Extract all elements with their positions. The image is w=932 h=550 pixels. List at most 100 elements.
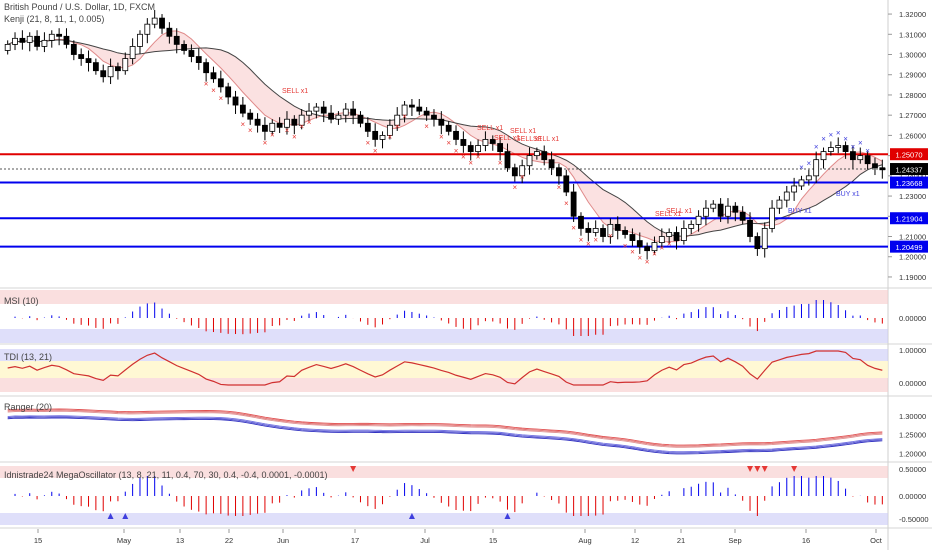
mega-buy-arrow [408,513,415,519]
symbol-title: British Pound / U.S. Dollar, 1D, FXCM [4,2,156,12]
tdi-line [7,350,883,386]
sell-marker: × [263,138,268,147]
mega-sell-arrow [761,466,768,472]
sell-marker: × [285,126,290,135]
candle-body [195,56,202,63]
candle-body [423,110,430,116]
candle-body [247,112,254,120]
buy-marker: × [836,129,841,138]
price-tick-label: 1.20000 [899,253,926,262]
ranger-band [7,408,883,446]
ranger-axis-label: 1.25000 [899,431,926,440]
candle-body [563,175,570,193]
mega-buy-arrow [122,513,129,519]
time-tick-label: 13 [176,536,184,545]
candle-body [166,27,173,37]
candle-body [879,167,886,171]
tdi-axis-bottom: 0.00000 [899,379,926,388]
sell-marker: × [586,239,591,248]
candle-body [372,130,379,140]
candle-body [203,62,210,74]
sell-signal-label: SELL x1 [494,135,520,142]
ribbon-cloud [7,30,883,242]
sell-marker: × [248,126,253,135]
candle-body [438,118,445,126]
price-tick-label: 1.19000 [899,273,926,282]
sell-marker: × [520,173,525,182]
sell-marker: × [454,146,459,155]
sell-signal-label: SELL x1 [533,136,559,143]
tdi-axis-top: 1.00000 [899,346,926,355]
sell-signal-label: SELL x1 [510,128,536,135]
sell-marker: × [388,132,393,141]
candle-body [747,219,753,237]
buy-marker: × [858,139,863,148]
candle-body [276,122,283,128]
buy-marker: × [814,143,819,152]
candle-body [262,124,268,132]
tdi-upper-zone [0,349,888,361]
candle-body [666,232,673,237]
sell-marker: × [557,183,562,192]
time-tick-label: Sep [728,536,741,545]
price-tick-label: 1.23000 [899,192,926,201]
ranger-band [7,415,883,453]
mega-sell-arrow [747,466,754,472]
time-tick-label: 21 [677,536,685,545]
candle-body [695,215,702,225]
candle-body [328,112,334,120]
price-tick-label: 1.32000 [899,10,926,19]
candle-body [364,122,371,132]
candle-body [556,167,562,177]
candle-body [622,230,628,235]
candle-body [217,78,224,88]
candle-body [144,23,151,35]
mega-sell-arrow [754,466,761,472]
candle-body [350,108,357,116]
ribbon-lower-line [7,39,883,237]
candle-body [857,155,864,161]
price-tick-label: 1.27000 [899,111,926,120]
candle-body [225,86,232,98]
level-badge-label: 1.25070 [895,151,922,160]
candle-body [306,110,312,116]
candle-body [254,118,261,126]
candle-body [467,145,474,152]
buy-marker: × [851,143,856,152]
sell-marker: × [571,223,576,232]
tdi-mid-zone [0,361,888,378]
candle-body [703,207,709,217]
candle-body [489,139,496,144]
candle-body [717,203,724,217]
price-tick-label: 1.24000 [899,172,926,181]
sell-marker: × [593,235,598,244]
last-price-label: 1.24337 [895,166,922,175]
sell-marker: × [630,248,635,257]
sell-marker: × [461,153,466,162]
candle-body [813,159,820,177]
candle-body [570,191,577,217]
buy-marker: × [865,147,870,156]
msi-lower-zone [0,329,888,343]
mega-buy-arrow [504,513,511,519]
sell-marker: × [637,254,642,263]
level-badge [890,176,928,189]
ranger-band [7,416,883,454]
sell-marker: × [468,159,473,168]
tdi-pane-title: TDI (13, 21) [4,352,53,362]
sell-marker: × [424,122,429,131]
candle-body [872,163,878,169]
price-tick-label: 1.30000 [899,51,926,60]
sell-marker: × [476,153,481,162]
price-tick-label: 1.21000 [899,233,926,242]
time-tick-label: Aug [578,536,591,545]
candle-body [137,33,143,47]
sell-marker: × [204,80,209,89]
sell-marker: × [564,199,569,208]
ranger-band [7,417,883,455]
candle-body [19,37,26,43]
price-tick-label: 1.28000 [899,91,926,100]
sell-signal-label: SELL x1 [477,125,503,132]
mega-axis-mid: 0.00000 [899,492,926,501]
